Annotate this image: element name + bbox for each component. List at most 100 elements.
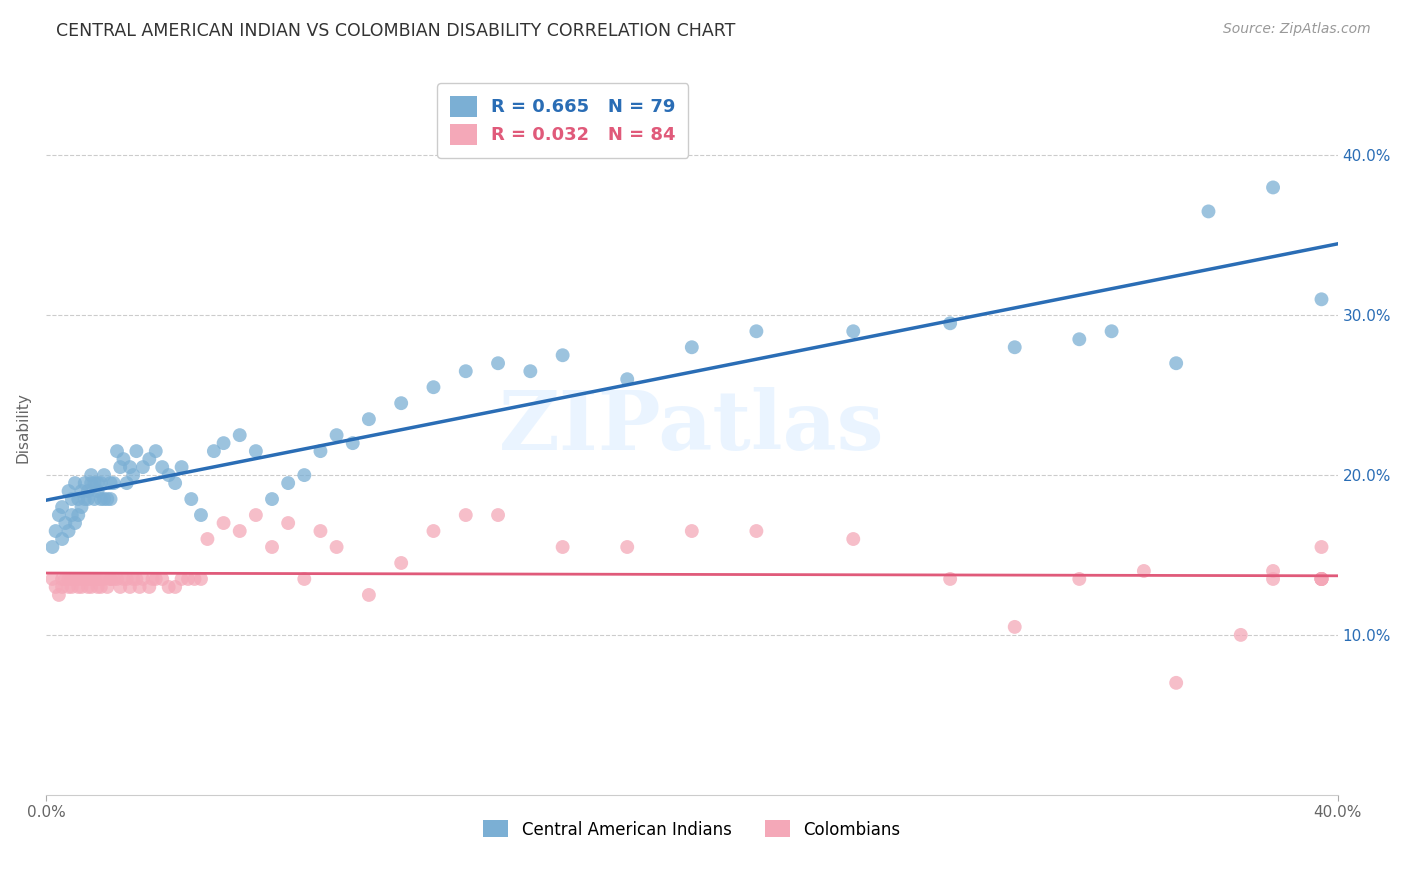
Point	[45, 580, 67, 594]
Point	[1310, 572, 1333, 586]
Point	[122, 572, 145, 586]
Point	[292, 572, 315, 586]
Text: ZIPatlas: ZIPatlas	[499, 387, 884, 467]
Point	[1310, 572, 1333, 586]
Point	[1101, 324, 1123, 338]
Point	[67, 491, 90, 506]
Point	[60, 491, 83, 506]
Point	[1261, 572, 1284, 586]
Point	[48, 508, 70, 522]
Point	[70, 572, 93, 586]
Point	[245, 444, 267, 458]
Point	[41, 572, 63, 586]
Point	[115, 572, 138, 586]
Point	[228, 524, 250, 538]
Point	[939, 572, 962, 586]
Point	[73, 491, 96, 506]
Point	[389, 556, 412, 570]
Point	[122, 468, 145, 483]
Point	[128, 580, 150, 594]
Point	[157, 468, 180, 483]
Point	[77, 484, 100, 499]
Point	[1004, 340, 1026, 354]
Point	[115, 476, 138, 491]
Point	[325, 428, 347, 442]
Point	[389, 396, 412, 410]
Point	[53, 572, 76, 586]
Point	[83, 476, 105, 491]
Point	[138, 580, 160, 594]
Point	[100, 572, 122, 586]
Point	[77, 580, 100, 594]
Point	[212, 436, 235, 450]
Point	[48, 588, 70, 602]
Point	[486, 508, 509, 522]
Point	[616, 372, 638, 386]
Point	[86, 572, 108, 586]
Point	[551, 540, 574, 554]
Point	[1310, 540, 1333, 554]
Point	[1166, 676, 1188, 690]
Point	[63, 476, 86, 491]
Point	[112, 572, 135, 586]
Point	[100, 572, 122, 586]
Point	[67, 580, 90, 594]
Point	[53, 516, 76, 530]
Point	[73, 572, 96, 586]
Point	[190, 508, 212, 522]
Point	[141, 572, 163, 586]
Point	[90, 491, 112, 506]
Point	[83, 572, 105, 586]
Point	[138, 452, 160, 467]
Point	[1229, 628, 1251, 642]
Point	[77, 491, 100, 506]
Point	[681, 340, 703, 354]
Point	[112, 452, 135, 467]
Point	[1133, 564, 1156, 578]
Point	[83, 572, 105, 586]
Point	[842, 324, 865, 338]
Point	[170, 572, 193, 586]
Point	[45, 524, 67, 538]
Y-axis label: Disability: Disability	[15, 392, 30, 463]
Point	[132, 460, 155, 475]
Point	[277, 516, 299, 530]
Point	[1310, 293, 1333, 307]
Point	[96, 580, 118, 594]
Point	[132, 572, 155, 586]
Point	[51, 580, 73, 594]
Point	[745, 524, 768, 538]
Legend: Central American Indians, Colombians: Central American Indians, Colombians	[477, 814, 907, 846]
Point	[145, 572, 167, 586]
Point	[183, 572, 205, 586]
Point	[77, 572, 100, 586]
Point	[118, 580, 141, 594]
Point	[80, 580, 103, 594]
Point	[86, 484, 108, 499]
Point	[63, 572, 86, 586]
Point	[67, 508, 90, 522]
Point	[422, 524, 444, 538]
Point	[86, 476, 108, 491]
Point	[125, 444, 148, 458]
Point	[1261, 564, 1284, 578]
Point	[325, 540, 347, 554]
Point	[58, 580, 80, 594]
Point	[165, 580, 187, 594]
Point	[41, 540, 63, 554]
Point	[197, 532, 219, 546]
Text: CENTRAL AMERICAN INDIAN VS COLOMBIAN DISABILITY CORRELATION CHART: CENTRAL AMERICAN INDIAN VS COLOMBIAN DIS…	[56, 22, 735, 40]
Point	[105, 572, 128, 586]
Point	[292, 468, 315, 483]
Point	[118, 460, 141, 475]
Point	[100, 491, 122, 506]
Point	[51, 500, 73, 514]
Point	[228, 428, 250, 442]
Point	[842, 532, 865, 546]
Point	[80, 572, 103, 586]
Point	[180, 491, 202, 506]
Point	[103, 572, 125, 586]
Point	[260, 491, 283, 506]
Point	[1261, 180, 1284, 194]
Point	[190, 572, 212, 586]
